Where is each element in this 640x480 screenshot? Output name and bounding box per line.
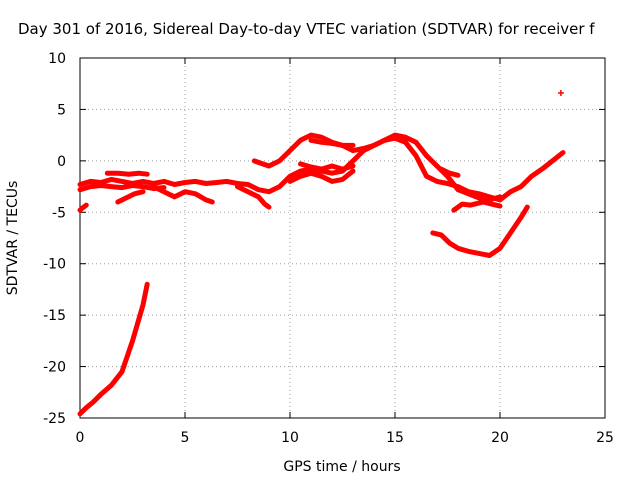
series-track-3 <box>104 170 150 177</box>
y-tick-label: 0 <box>57 154 66 170</box>
chart-title: Day 301 of 2016, Sidereal Day-to-day VTE… <box>18 20 595 38</box>
series-track-13 <box>438 166 461 178</box>
series-track-12 <box>451 199 503 213</box>
series-track-7 <box>251 132 503 203</box>
series-track-6 <box>235 184 272 210</box>
isolated-points <box>557 89 564 96</box>
x-tick-label: 5 <box>181 430 190 446</box>
y-tick-label: -10 <box>43 257 66 273</box>
x-tick-label: 0 <box>76 430 85 446</box>
series-track-11 <box>430 204 530 258</box>
x-tick-label: 10 <box>281 430 299 446</box>
series-track-15 <box>77 281 150 417</box>
x-tick-label: 25 <box>596 430 614 446</box>
grid-lines <box>80 58 605 418</box>
y-tick-labels: -25 -20 -15 -10 -5 0 5 10 <box>43 51 66 427</box>
y-axis-label: SDTVAR / TECUs <box>5 181 21 296</box>
data-series <box>77 132 566 417</box>
series-track-5 <box>151 184 215 205</box>
series-track-8 <box>308 137 356 148</box>
x-axis-label: GPS time / hours <box>283 459 400 475</box>
y-tick-label: 10 <box>48 51 66 67</box>
x-tick-labels: 0 5 10 15 20 25 <box>76 430 614 446</box>
y-tick-label: 5 <box>57 102 66 118</box>
series-track-2 <box>77 183 167 193</box>
y-tick-label: -20 <box>43 360 66 376</box>
series-track-10 <box>298 161 356 172</box>
plot-frame <box>79 57 606 419</box>
series-track-14 <box>77 202 89 213</box>
series-track-9 <box>287 168 356 184</box>
y-tick-label: -25 <box>43 411 66 427</box>
y-tick-label: -5 <box>52 205 66 221</box>
y-tick-label: -15 <box>43 308 66 324</box>
x-tick-label: 15 <box>386 430 404 446</box>
series-track-4 <box>115 189 146 205</box>
x-tick-label: 20 <box>491 430 509 446</box>
data-point <box>557 89 564 96</box>
axis-ticks <box>79 57 606 419</box>
